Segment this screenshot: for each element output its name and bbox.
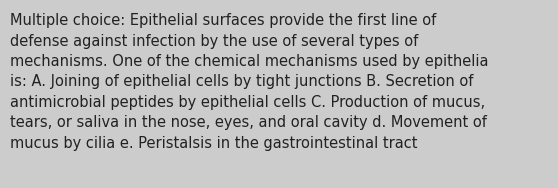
Text: Multiple choice: Epithelial surfaces provide the first line of
defense against i: Multiple choice: Epithelial surfaces pro… bbox=[10, 13, 489, 151]
